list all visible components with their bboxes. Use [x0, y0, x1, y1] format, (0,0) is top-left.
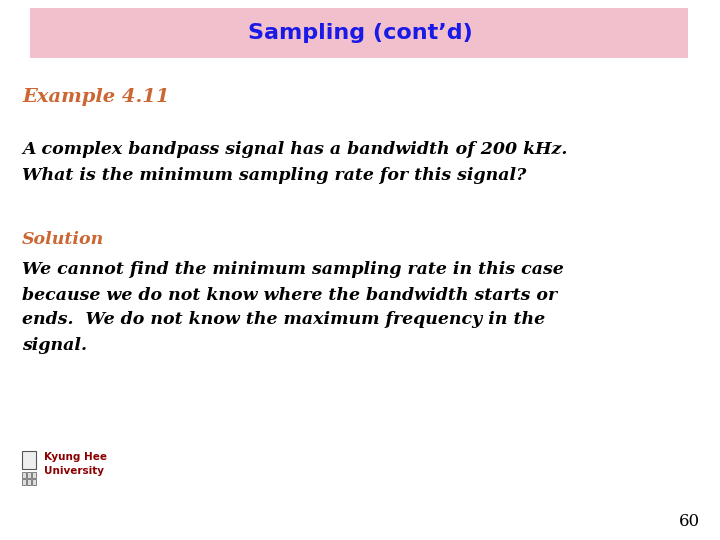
Text: 60: 60 — [679, 514, 700, 530]
Text: A complex bandpass signal has a bandwidth of 200 kHz.: A complex bandpass signal has a bandwidt… — [22, 141, 567, 159]
Text: Kyung Hee: Kyung Hee — [44, 452, 107, 462]
Text: We cannot find the minimum sampling rate in this case: We cannot find the minimum sampling rate… — [22, 261, 564, 279]
FancyBboxPatch shape — [22, 479, 26, 485]
Text: signal.: signal. — [22, 336, 87, 354]
Text: ends.  We do not know the maximum frequency in the: ends. We do not know the maximum frequen… — [22, 312, 545, 328]
Text: What is the minimum sampling rate for this signal?: What is the minimum sampling rate for th… — [22, 166, 526, 184]
Text: University: University — [44, 466, 104, 476]
FancyBboxPatch shape — [22, 451, 36, 469]
FancyBboxPatch shape — [32, 479, 36, 485]
FancyBboxPatch shape — [22, 472, 26, 478]
Text: Solution: Solution — [22, 232, 104, 248]
FancyBboxPatch shape — [27, 479, 31, 485]
Text: because we do not know where the bandwidth starts or: because we do not know where the bandwid… — [22, 287, 557, 303]
FancyBboxPatch shape — [30, 8, 688, 58]
FancyBboxPatch shape — [27, 472, 31, 478]
FancyBboxPatch shape — [32, 472, 36, 478]
Text: Sampling (cont’d): Sampling (cont’d) — [248, 23, 472, 43]
Text: Example 4.11: Example 4.11 — [22, 88, 169, 106]
